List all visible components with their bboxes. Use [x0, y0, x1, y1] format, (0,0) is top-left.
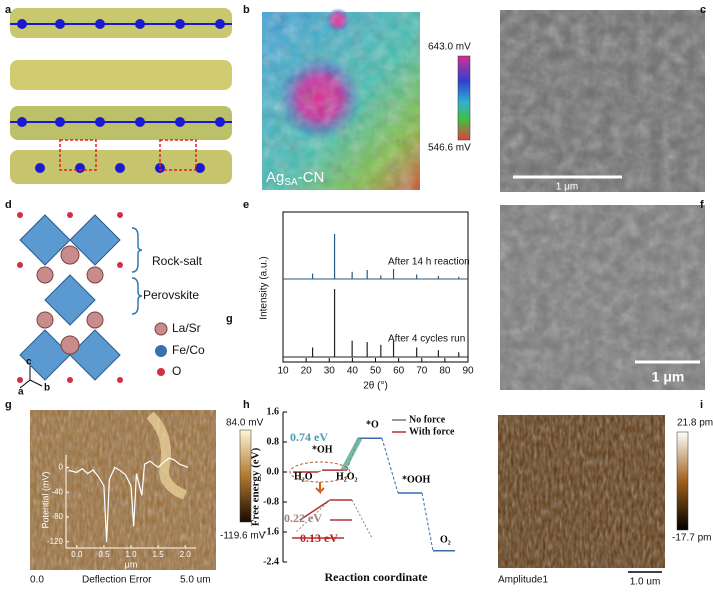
map-label-part: SA [284, 177, 298, 188]
annotation: *OOH [402, 474, 431, 485]
annotation: *OH [312, 444, 333, 455]
y-tick-label: -1.6 [263, 526, 279, 537]
annotation: O₂ [440, 534, 451, 545]
inset-x-tick-label: 0.0 [71, 550, 83, 559]
trace-label: After 4 cycles run [388, 334, 465, 345]
y-axis-label: Intensity (a.u.) [259, 256, 270, 319]
bottom-left: Amplitude1 [498, 575, 548, 586]
annotation: *O [366, 419, 379, 430]
trace-label: After 14 h reaction [388, 257, 470, 268]
panel-label: f [700, 199, 704, 211]
panel-g-afm [30, 410, 252, 570]
corner-label: g [226, 313, 233, 325]
panel-label: d [5, 199, 12, 211]
connector [317, 469, 323, 473]
x-axis-label: 2θ (°) [363, 381, 388, 392]
panel-label: b [243, 4, 250, 16]
connector [421, 492, 434, 551]
y-axis-label: Free energy (eV) [250, 447, 262, 526]
x-tick-label: 50 [370, 366, 382, 377]
scale-bar-label: 1.0 um [630, 577, 661, 588]
panel-a-image [10, 8, 232, 184]
x-tick-label: 20 [301, 366, 313, 377]
x-tick-label: 70 [416, 366, 428, 377]
annotation: H₂O [294, 471, 313, 482]
axis-label: c [26, 357, 32, 368]
panel-b-map [262, 8, 471, 190]
annotation: H₂O₂ [336, 471, 358, 482]
annotation: 0.74 eV [290, 430, 328, 444]
x-tick-label: 80 [439, 366, 451, 377]
y-tick-label: 0.8 [267, 436, 280, 447]
arrow [315, 482, 325, 495]
legend-label: O [172, 364, 181, 378]
annotation: 0.22 eV [284, 511, 322, 525]
zoom-levels-gray [294, 499, 373, 539]
bottom-mid: Deflection Error [82, 575, 152, 586]
x-tick-label: 10 [277, 366, 289, 377]
scale-bar-label: 1 μm [652, 369, 685, 385]
y-tick-label: -0.8 [263, 496, 279, 507]
x-tick-label: 60 [393, 366, 405, 377]
colorbar-max: 84.0 mV [226, 418, 264, 429]
legend-label: La/Sr [172, 321, 201, 335]
y-tick-label: -2.4 [263, 556, 279, 567]
colorbar-min: 546.6 mV [428, 143, 471, 154]
inset-x-label: μm [125, 559, 138, 569]
panel-label: a [5, 4, 12, 16]
barrier-highlight [340, 437, 363, 472]
inset-y-tick-label: -40 [51, 487, 63, 496]
panel-label: i [700, 399, 703, 411]
inset-y-tick-label: -120 [47, 537, 64, 546]
axis-label: b [44, 383, 50, 394]
colorbar-max: 21.8 pm [677, 418, 713, 429]
panel-label: e [243, 199, 249, 211]
panel-label: h [243, 399, 250, 411]
x-tick-label: 90 [462, 366, 474, 377]
colorbar-min: -119.6 mV [220, 531, 266, 542]
inset-x-tick-label: 1.0 [125, 550, 137, 559]
inset-y-tick-label: -80 [51, 512, 63, 521]
legend-label: Fe/Co [172, 343, 205, 357]
x-tick-label: 40 [347, 366, 359, 377]
bottom-right: 5.0 um [180, 575, 211, 586]
panel-f-sem [500, 205, 705, 390]
legend-label: With force [409, 426, 455, 437]
bottom-left: 0.0 [30, 575, 44, 586]
potential-line [68, 457, 189, 542]
y-tick-label: 0.0 [267, 466, 280, 477]
inset-x-tick-label: 1.5 [153, 550, 165, 559]
zoom-levels [292, 499, 352, 539]
y-tick-label: 1.6 [267, 406, 280, 417]
map-label-part: -CN [298, 169, 325, 186]
panel-label: c [700, 4, 706, 16]
scale-bar-label: 1 μm [556, 182, 578, 193]
x-axis-label: Reaction coordinate [325, 570, 429, 584]
panel-c-sem [500, 10, 705, 192]
rock-salt-label: Rock-salt [152, 254, 203, 268]
legend-label: No force [409, 414, 446, 425]
inset-y-label: Potential (mV) [40, 471, 50, 528]
highlight-ellipse [289, 461, 351, 483]
x-tick-label: 30 [324, 366, 336, 377]
colorbar-max: 643.0 mV [428, 42, 471, 53]
inset-x-tick-label: 2.0 [180, 550, 192, 559]
map-label: AgSA-CN [266, 169, 324, 188]
perovskite-label: Perovskite [143, 288, 199, 302]
axis-label: a [18, 387, 24, 398]
panel-i-afm [498, 415, 689, 573]
annotation: 0.13 eV [300, 531, 338, 545]
panel-label: g [5, 399, 12, 411]
panel-d-crystal [17, 212, 168, 389]
inset-y-tick-label: 0 [59, 463, 64, 472]
inset-x-tick-label: 0.5 [98, 550, 110, 559]
connector [381, 438, 399, 494]
colorbar-min: -17.7 pm [672, 533, 711, 544]
map-label-part: Ag [266, 169, 284, 186]
